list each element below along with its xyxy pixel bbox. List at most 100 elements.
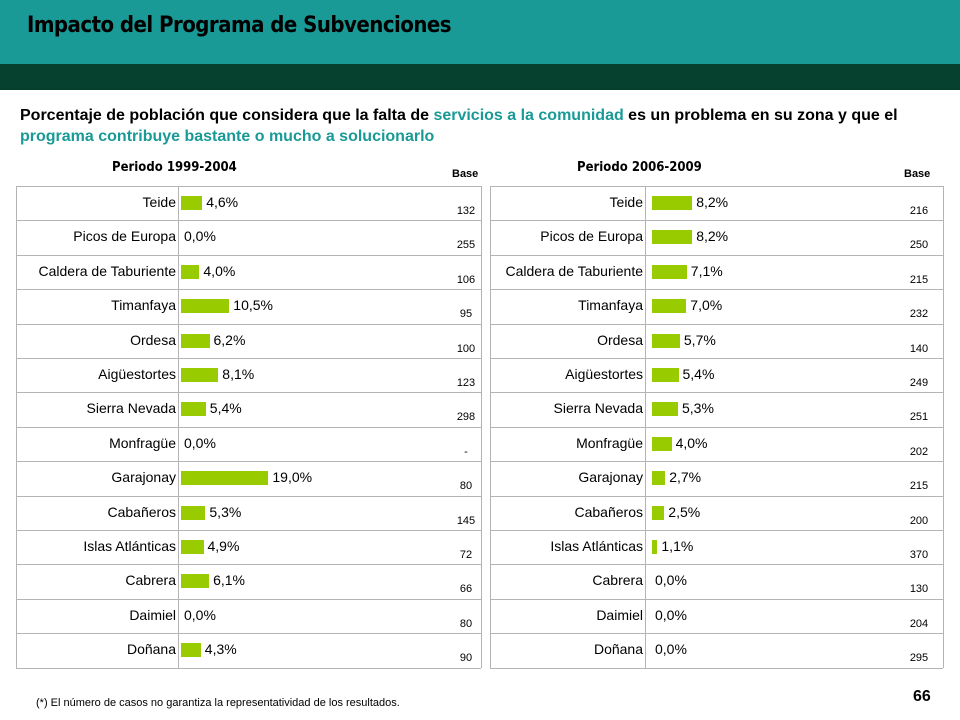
category-label: Teide bbox=[142, 194, 176, 210]
value-label: 7,0% bbox=[690, 297, 723, 314]
value-label: 4,9% bbox=[207, 538, 240, 554]
column-divider bbox=[481, 186, 482, 668]
row-divider bbox=[490, 564, 943, 565]
bar bbox=[652, 402, 678, 417]
category-label: Timanfaya bbox=[111, 297, 176, 314]
row-divider bbox=[16, 186, 481, 187]
category-label: Aigüestortes bbox=[98, 366, 176, 382]
footnote: (*) El número de casos no garantiza la r… bbox=[36, 697, 400, 709]
base-value: 140 bbox=[909, 342, 929, 355]
bar bbox=[181, 643, 201, 658]
row-divider bbox=[490, 358, 943, 359]
category-label: Cabrera bbox=[592, 572, 643, 589]
value-label: 5,7% bbox=[683, 331, 716, 348]
row-divider bbox=[16, 255, 481, 256]
row-divider bbox=[490, 496, 943, 497]
category-label: Cabañeros bbox=[574, 503, 644, 520]
row-divider bbox=[490, 633, 943, 634]
header-band bbox=[0, 0, 960, 64]
base-value: - bbox=[464, 445, 468, 458]
category-label: Sierra Nevada bbox=[553, 400, 644, 417]
bar bbox=[652, 471, 666, 486]
category-label: Ordesa bbox=[130, 331, 176, 348]
value-label: 4,0% bbox=[203, 262, 236, 279]
row-divider bbox=[490, 324, 943, 325]
base-value: 204 bbox=[909, 617, 929, 630]
value-label: 8,2% bbox=[696, 228, 729, 245]
base-value: 80 bbox=[459, 480, 473, 493]
value-label: 0,0% bbox=[184, 606, 216, 623]
value-label: 10,5% bbox=[233, 297, 273, 314]
category-label: Garajonay bbox=[111, 469, 176, 486]
column-divider bbox=[645, 186, 646, 668]
base-value: 106 bbox=[456, 273, 476, 286]
value-label: 8,2% bbox=[696, 194, 729, 210]
category-label: Caldera de Taburiente bbox=[505, 262, 643, 279]
bar bbox=[181, 574, 210, 589]
base-value: 72 bbox=[459, 549, 473, 561]
value-label: 4,6% bbox=[206, 194, 239, 210]
row-divider bbox=[490, 220, 943, 221]
base-value: 295 bbox=[909, 652, 929, 665]
column-divider bbox=[16, 186, 17, 668]
bar bbox=[652, 230, 693, 245]
bar bbox=[652, 505, 665, 520]
row-divider bbox=[490, 186, 943, 187]
value-label: 7,1% bbox=[690, 262, 723, 279]
base-value: 250 bbox=[909, 239, 929, 252]
value-label: 1,1% bbox=[661, 538, 694, 554]
row-divider bbox=[16, 358, 481, 359]
category-label: Doñana bbox=[593, 641, 643, 658]
base-value: 232 bbox=[909, 308, 929, 321]
base-value: 100 bbox=[456, 342, 476, 355]
category-label: Islas Atlánticas bbox=[83, 538, 176, 554]
base-value: 145 bbox=[456, 514, 476, 527]
row-divider bbox=[16, 633, 481, 634]
base-header: Base bbox=[452, 168, 479, 180]
base-value: 251 bbox=[909, 411, 929, 424]
row-divider bbox=[490, 289, 943, 290]
base-header: Base bbox=[904, 168, 931, 180]
row-divider bbox=[16, 427, 481, 428]
value-label: 0,0% bbox=[655, 606, 687, 623]
value-label: 0,0% bbox=[184, 228, 216, 245]
period-title: Periodo 2006-2009 bbox=[577, 160, 702, 175]
base-value: 66 bbox=[459, 583, 473, 596]
value-label: 2,7% bbox=[669, 469, 702, 486]
value-label: 5,3% bbox=[682, 400, 714, 417]
bar bbox=[652, 264, 687, 279]
category-label: Daimiel bbox=[129, 606, 176, 623]
page-title: Impacto del Programa de Subvenciones bbox=[27, 13, 452, 38]
value-label: 6,2% bbox=[213, 331, 246, 348]
value-label: 0,0% bbox=[655, 641, 687, 658]
base-value: 202 bbox=[909, 445, 929, 458]
value-label: 4,3% bbox=[204, 641, 237, 658]
category-label: Doñana bbox=[126, 641, 176, 658]
value-label: 4,0% bbox=[675, 434, 708, 451]
category-label: Sierra Nevada bbox=[86, 400, 177, 417]
category-label: Islas Atlánticas bbox=[550, 538, 643, 554]
chart-subtitle: Porcentaje de población que considera qu… bbox=[20, 105, 935, 147]
category-label: Picos de Europa bbox=[73, 228, 176, 245]
value-label: 6,1% bbox=[213, 572, 246, 589]
row-divider bbox=[16, 461, 481, 462]
bar bbox=[181, 196, 203, 210]
base-value: 132 bbox=[456, 205, 476, 217]
row-divider bbox=[16, 668, 481, 669]
row-divider bbox=[490, 530, 943, 531]
bar bbox=[181, 368, 219, 382]
bar bbox=[181, 505, 206, 520]
value-label: 0,0% bbox=[655, 572, 687, 589]
row-divider bbox=[490, 461, 943, 462]
row-divider bbox=[16, 496, 481, 497]
row-divider bbox=[16, 220, 481, 221]
row-divider bbox=[16, 289, 481, 290]
base-value: 215 bbox=[909, 273, 929, 286]
value-label: 5,3% bbox=[209, 503, 242, 520]
row-divider bbox=[490, 668, 943, 669]
value-label: 5,4% bbox=[209, 400, 242, 417]
category-label: Cabañeros bbox=[107, 503, 177, 520]
column-divider bbox=[178, 186, 179, 668]
category-label: Teide bbox=[609, 194, 643, 210]
base-value: 123 bbox=[456, 377, 476, 389]
